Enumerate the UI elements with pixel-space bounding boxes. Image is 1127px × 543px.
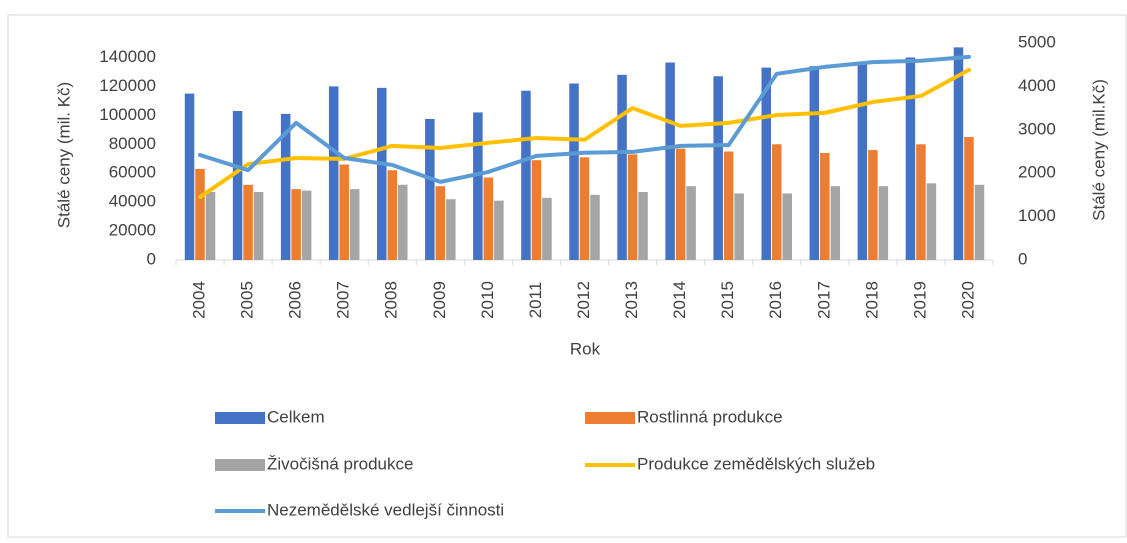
y-tick-label: 100000 — [99, 105, 156, 124]
bar — [809, 66, 820, 260]
bar — [675, 148, 686, 260]
x-tick-label: 2009 — [430, 281, 449, 319]
bar — [905, 57, 916, 260]
bar — [531, 160, 542, 260]
bar — [425, 118, 435, 260]
bar — [253, 192, 264, 260]
bar — [494, 200, 504, 260]
x-tick-label: 2010 — [478, 281, 497, 319]
bar — [734, 193, 744, 260]
legend-swatch — [215, 459, 265, 471]
bar — [328, 86, 339, 261]
x-tick-label: 2006 — [286, 281, 305, 319]
bar — [232, 110, 243, 260]
x-tick-label: 2004 — [190, 281, 209, 319]
bar — [349, 189, 360, 260]
bar — [377, 87, 387, 260]
y-tick-label: 60000 — [109, 163, 156, 182]
bar — [878, 186, 889, 260]
x-tick-label: 2016 — [766, 281, 785, 319]
y2-tick-label: 1000 — [1018, 206, 1056, 225]
bar — [398, 184, 408, 260]
bar — [521, 90, 531, 261]
bar — [569, 83, 579, 260]
bar — [579, 157, 590, 260]
legend-swatch — [585, 412, 635, 424]
bar — [590, 194, 600, 260]
y2-tick-label: 3000 — [1018, 119, 1056, 138]
x-tick-label: 2017 — [814, 281, 833, 319]
bar — [974, 184, 985, 260]
y-tick-label: 140000 — [99, 47, 156, 66]
line — [198, 67, 971, 200]
chart-border — [7, 14, 1127, 538]
bar — [926, 183, 937, 260]
line — [198, 54, 971, 184]
y-tick-label: 20000 — [109, 221, 156, 240]
x-tick-label: 2011 — [526, 282, 545, 319]
bar — [638, 192, 648, 260]
bar — [665, 62, 675, 260]
bar — [301, 190, 312, 260]
legend-label: Produkce zemědělských služeb — [637, 454, 875, 473]
bar — [713, 76, 723, 260]
x-tick-label: 2008 — [382, 281, 401, 319]
bar — [830, 186, 841, 260]
bar — [686, 186, 696, 260]
legend-label: Rostlinná produkce — [637, 407, 783, 426]
bar — [243, 184, 253, 260]
bar — [387, 170, 398, 260]
x-tick-label: 2018 — [862, 281, 881, 319]
bar — [916, 144, 926, 260]
y2-tick-label: 4000 — [1018, 76, 1056, 95]
x-tick-label: 2012 — [574, 281, 593, 319]
bar — [857, 61, 868, 260]
bar — [964, 137, 974, 260]
bar — [280, 113, 291, 261]
bar — [483, 177, 494, 260]
y2-axis-title: Stálé ceny (mil.Kč) — [1089, 79, 1108, 221]
legend-label: Nezemědělské vedlejší činnosti — [267, 500, 504, 519]
bar — [542, 197, 552, 260]
legend-label: Celkem — [267, 407, 325, 426]
bar — [473, 112, 483, 260]
x-tick-label: 2019 — [910, 281, 929, 319]
x-tick-label: 2005 — [238, 281, 257, 319]
x-tick-label: 2015 — [718, 281, 737, 319]
bar — [339, 164, 349, 260]
x-tick-label: 2020 — [958, 281, 977, 319]
y-tick-label: 120000 — [99, 76, 156, 95]
y-axis-title: Stálé ceny (mil. Kč) — [54, 82, 73, 228]
y-tick-label: 80000 — [109, 134, 156, 153]
legend-swatch — [215, 412, 265, 424]
bar — [868, 150, 878, 260]
x-tick-label: 2007 — [334, 281, 353, 319]
bar — [446, 199, 456, 260]
y2-tick-label: 2000 — [1018, 163, 1056, 182]
y-tick-label: 0 — [147, 249, 156, 268]
legend-label: Živočišná produkce — [267, 454, 413, 473]
x-tick-label: 2014 — [670, 281, 689, 319]
bar — [782, 193, 792, 260]
bar — [184, 93, 195, 260]
bar — [627, 154, 638, 260]
y2-tick-label: 0 — [1018, 249, 1027, 268]
bar — [761, 67, 771, 261]
bar — [195, 168, 205, 260]
x-tick-label: 2013 — [622, 281, 641, 319]
bar — [617, 74, 627, 261]
bar — [820, 152, 830, 260]
bar — [953, 47, 964, 261]
bar — [723, 151, 734, 260]
bar — [291, 189, 301, 260]
bar — [435, 186, 446, 260]
bar — [205, 192, 216, 260]
bar — [771, 144, 782, 260]
x-axis-title: Rok — [570, 339, 601, 358]
y2-tick-label: 5000 — [1018, 32, 1056, 51]
y-tick-label: 40000 — [109, 192, 156, 211]
